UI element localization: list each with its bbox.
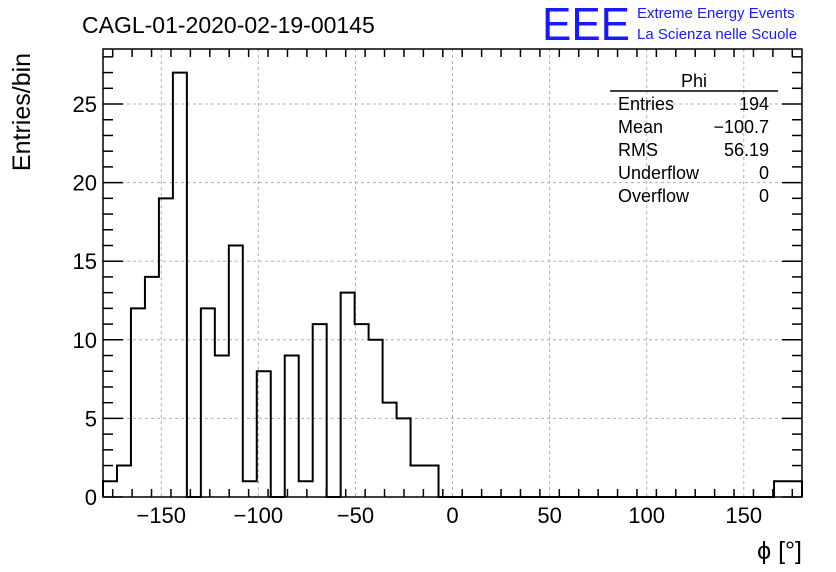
- axis-ticks: [103, 49, 802, 498]
- histogram-bin: [257, 371, 271, 497]
- y-tick-labels: 0 5 10 15 20 25: [73, 92, 97, 510]
- plot-frame: [102, 48, 803, 498]
- x-tick-labels: −150 −100 −50 0 50 100 150: [136, 503, 762, 528]
- stats-label-rms: RMS: [618, 140, 658, 160]
- run-title: CAGL-01-2020-02-19-00145: [82, 12, 375, 38]
- x-axis-label: ϕ [°]: [757, 537, 802, 565]
- grid-lines: [103, 49, 802, 497]
- stats-value-overflow: 0: [759, 186, 769, 206]
- stats-box-title: Phi: [681, 71, 707, 91]
- x-tick-label: 100: [628, 503, 665, 528]
- histogram-bin: [229, 245, 243, 497]
- x-tick-label: −100: [234, 503, 284, 528]
- stats-value-underflow: 0: [759, 163, 769, 183]
- histogram-bin: [243, 481, 257, 497]
- histogram-bin: [397, 418, 411, 497]
- histogram-bin: [788, 481, 802, 497]
- x-tick-label: 50: [537, 503, 561, 528]
- histogram-bin: [117, 466, 131, 497]
- y-tick-label: 5: [85, 406, 97, 431]
- y-axis-label: Entries/bin: [8, 53, 36, 171]
- y-tick-label: 10: [73, 328, 97, 353]
- eee-logo-mark: EEE: [542, 0, 630, 50]
- histogram-bin: [145, 277, 159, 497]
- x-tick-label: −150: [136, 503, 186, 528]
- eee-logo: EEE Extreme Energy Events La Scienza nel…: [542, 0, 797, 50]
- y-tick-label: 15: [73, 249, 97, 274]
- y-tick-label: 20: [73, 171, 97, 196]
- histogram-bin: [173, 73, 187, 497]
- eee-logo-line2: La Scienza nelle Scuole: [637, 26, 797, 43]
- histogram-bin: [215, 356, 229, 497]
- histogram-bin: [285, 356, 299, 497]
- stats-label-underflow: Underflow: [618, 163, 700, 183]
- histogram-bin: [383, 403, 397, 497]
- stats-label-overflow: Overflow: [618, 186, 690, 206]
- x-tick-label: −50: [337, 503, 374, 528]
- y-tick-label: 25: [73, 92, 97, 117]
- stats-label-entries: Entries: [618, 94, 674, 114]
- histogram-bin: [299, 481, 313, 497]
- stats-value-entries: 194: [739, 94, 769, 114]
- x-tick-label: 150: [725, 503, 762, 528]
- stats-label-mean: Mean: [618, 117, 663, 137]
- stats-value-mean: −100.7: [713, 117, 769, 137]
- histogram-bin: [201, 308, 215, 497]
- histogram-bin: [341, 293, 355, 497]
- histogram-bin: [774, 481, 788, 497]
- x-tick-label: 0: [446, 503, 458, 528]
- stats-value-rms: 56.19: [724, 140, 769, 160]
- histogram-bin: [355, 324, 369, 497]
- histogram-bin: [411, 466, 425, 497]
- histogram-bin: [131, 308, 145, 497]
- stats-box: Phi Entries 194 Mean −100.7 RMS 56.19 Un…: [610, 71, 778, 206]
- histogram-bin: [425, 466, 439, 497]
- eee-logo-line1: Extreme Energy Events: [637, 5, 795, 22]
- y-tick-label: 0: [85, 485, 97, 510]
- histogram-bin: [103, 481, 117, 497]
- histogram-bin: [313, 324, 327, 497]
